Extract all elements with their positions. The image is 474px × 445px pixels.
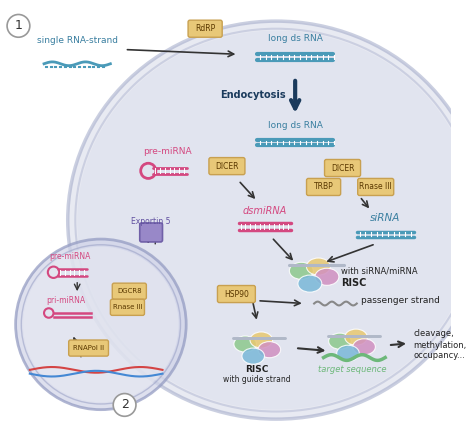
FancyBboxPatch shape [112, 283, 146, 299]
FancyBboxPatch shape [358, 178, 394, 195]
Ellipse shape [315, 268, 339, 285]
Text: HSP90: HSP90 [224, 290, 249, 299]
Text: pri-miRNA: pri-miRNA [46, 296, 85, 305]
Text: dsmiRNA: dsmiRNA [243, 206, 287, 216]
FancyBboxPatch shape [307, 178, 341, 195]
FancyBboxPatch shape [110, 299, 145, 316]
Ellipse shape [68, 21, 474, 419]
Text: cleavage,: cleavage, [414, 329, 455, 338]
Text: Endocytosis: Endocytosis [220, 90, 285, 100]
Text: 1: 1 [15, 20, 22, 32]
Text: DICER: DICER [215, 162, 239, 170]
Ellipse shape [77, 31, 474, 410]
Text: target sequence: target sequence [318, 365, 386, 374]
Ellipse shape [337, 345, 359, 361]
Text: occupancy...: occupancy... [414, 351, 465, 360]
Text: RNAPol II: RNAPol II [73, 345, 104, 351]
Text: DGCR8: DGCR8 [117, 288, 142, 294]
Text: Rnase III: Rnase III [359, 182, 392, 191]
Text: RdRP: RdRP [195, 24, 215, 33]
FancyBboxPatch shape [140, 223, 163, 242]
Ellipse shape [306, 258, 330, 275]
Circle shape [23, 247, 179, 402]
Text: methylation,: methylation, [414, 341, 467, 350]
Ellipse shape [242, 348, 264, 364]
Text: pre-miRNA: pre-miRNA [143, 147, 191, 156]
FancyBboxPatch shape [325, 159, 361, 177]
Text: long ds RNA: long ds RNA [268, 121, 323, 130]
Ellipse shape [258, 342, 281, 358]
Ellipse shape [328, 333, 351, 349]
Text: passenger strand: passenger strand [362, 296, 440, 305]
FancyBboxPatch shape [69, 340, 109, 356]
Text: siRNA: siRNA [370, 213, 401, 223]
Ellipse shape [234, 336, 256, 352]
Ellipse shape [290, 262, 313, 279]
Ellipse shape [298, 275, 322, 292]
Text: 2: 2 [121, 398, 128, 412]
Text: TRBP: TRBP [314, 182, 334, 191]
Text: with guide strand: with guide strand [223, 375, 291, 384]
FancyBboxPatch shape [218, 286, 255, 303]
Text: Exportin 5: Exportin 5 [131, 217, 171, 226]
Circle shape [16, 239, 186, 410]
Circle shape [7, 15, 30, 37]
Ellipse shape [345, 329, 367, 345]
Text: with siRNA/miRNA: with siRNA/miRNA [341, 267, 417, 276]
Ellipse shape [353, 339, 375, 355]
Text: pre-miRNA: pre-miRNA [49, 251, 91, 261]
Text: Rnase III: Rnase III [113, 304, 142, 310]
Circle shape [113, 393, 136, 416]
Ellipse shape [250, 332, 273, 348]
FancyBboxPatch shape [188, 20, 222, 37]
FancyBboxPatch shape [209, 158, 245, 174]
Text: RISC: RISC [341, 278, 366, 287]
Text: single RNA-strand: single RNA-strand [36, 36, 118, 44]
Text: long ds RNA: long ds RNA [268, 34, 323, 43]
Text: DICER: DICER [331, 163, 354, 173]
Text: RISC: RISC [246, 365, 269, 374]
